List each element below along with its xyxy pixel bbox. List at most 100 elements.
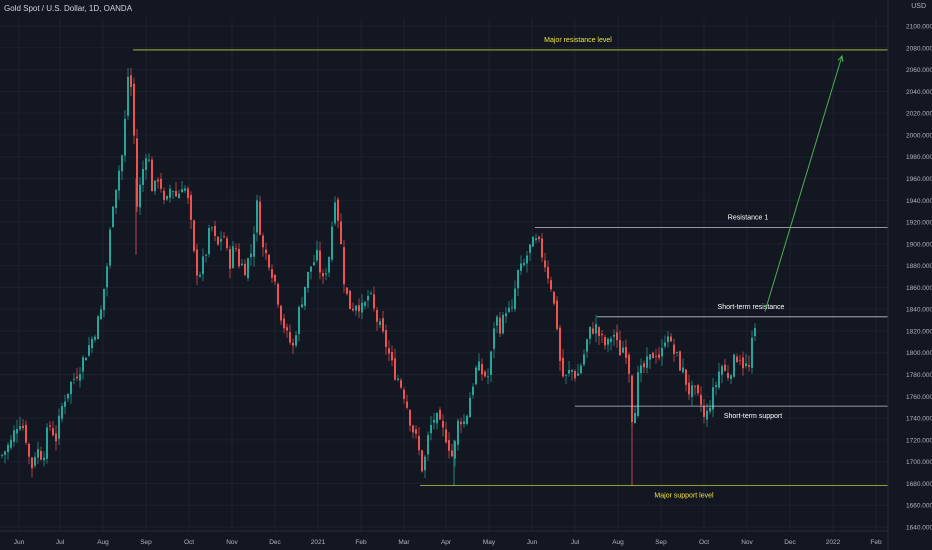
price-axis[interactable]: 1640.000 1660.000 1680.000 1700.000 1720.000…: [906, 24, 932, 532]
candle-body: [646, 356, 648, 368]
y-tick-label: 2080.000: [906, 45, 932, 52]
candle-body: [94, 336, 96, 340]
x-tick-label: 2021: [311, 539, 326, 546]
candle-body: [454, 441, 456, 459]
candle-body: [187, 188, 189, 198]
candle-body: [259, 201, 261, 235]
candle-body: [88, 345, 90, 356]
y-tick-label: 1920.000: [906, 220, 932, 227]
candle-body: [538, 236, 540, 240]
y-tick-label: 1840.000: [906, 307, 932, 314]
candle-body: [211, 227, 213, 229]
candle-body: [544, 260, 546, 268]
candle-body: [136, 138, 138, 207]
y-tick-label: 1780.000: [906, 372, 932, 379]
candle-body: [739, 359, 741, 361]
candle-body: [109, 229, 111, 266]
x-tick-label: Oct: [184, 539, 194, 546]
candle-body: [355, 305, 357, 311]
y-tick-label: 2000.000: [906, 132, 932, 139]
candle-body: [418, 436, 420, 451]
candle-body: [220, 238, 222, 242]
candle-body: [733, 354, 735, 377]
candle-body: [439, 409, 441, 420]
candle-body: [505, 313, 507, 317]
y-tick-label: 2020.000: [906, 111, 932, 118]
candle-body: [682, 367, 684, 373]
candle-body: [337, 199, 339, 221]
x-tick-label: Sep: [655, 539, 667, 546]
candle-body: [43, 457, 45, 461]
y-tick-label: 1860.000: [906, 285, 932, 292]
candle-body: [379, 321, 381, 326]
candle-body: [250, 253, 252, 258]
y-tick-label: 1680.000: [906, 481, 932, 488]
candle-body: [178, 193, 180, 199]
candle-body: [133, 83, 135, 136]
candle-body: [346, 287, 348, 294]
candle-body: [142, 169, 144, 185]
candles: [1, 67, 756, 486]
candle-body: [718, 371, 720, 388]
level-label: Major support level: [654, 493, 714, 500]
candle-body: [106, 266, 108, 288]
candle-body: [634, 413, 636, 424]
candle-body: [556, 300, 558, 329]
candle-body: [601, 333, 603, 336]
x-tick-label: Mar: [398, 539, 410, 546]
candle-body: [613, 334, 615, 337]
candle-body: [130, 75, 132, 88]
candle-body: [1, 454, 3, 456]
candle-body: [493, 328, 495, 349]
candle-body: [232, 246, 234, 269]
level-label: Short-term resistance: [718, 304, 785, 311]
candle-body: [58, 415, 60, 439]
candle-body: [262, 235, 264, 248]
candle-body: [715, 385, 717, 387]
candle-body: [157, 179, 159, 182]
candle-body: [616, 332, 618, 341]
candle-body: [274, 274, 276, 282]
candle-body: [484, 371, 486, 377]
currency-label: USD: [911, 3, 926, 10]
candle-body: [97, 316, 99, 340]
candle-body: [214, 225, 216, 236]
candle-body: [205, 254, 207, 256]
candle-body: [316, 249, 318, 261]
candle-body: [736, 356, 738, 363]
candle-body: [535, 238, 537, 241]
candle-body: [655, 356, 657, 358]
candle-body: [667, 336, 669, 343]
candle-body: [727, 372, 729, 378]
projection-arrow: [764, 54, 844, 312]
candle-body: [604, 337, 606, 346]
candle-body: [568, 369, 570, 374]
candle-body: [40, 450, 42, 460]
candle-body: [520, 263, 522, 271]
candle-body: [322, 273, 324, 277]
level-label: Resistance 1: [728, 214, 769, 221]
candle-body: [172, 191, 174, 193]
x-tick-label: 2022: [826, 539, 841, 546]
time-axis[interactable]: Jun Jul Aug Sep Oct Nov Dec 2021 Feb Mar Apr May Jun…: [14, 539, 882, 546]
candle-body: [628, 354, 630, 374]
candle-body: [529, 244, 531, 253]
candle-body: [481, 364, 483, 375]
y-tick-label: 1980.000: [906, 154, 932, 161]
y-tick-label: 1880.000: [906, 263, 932, 270]
candle-body: [358, 305, 360, 312]
candle-body: [307, 271, 309, 288]
y-tick-label: 1660.000: [906, 503, 932, 510]
candle-body: [268, 254, 270, 268]
candle-body: [610, 338, 612, 342]
candle-body: [91, 338, 93, 349]
candle-body: [289, 332, 291, 343]
candle-body: [166, 196, 168, 200]
candle-body: [742, 357, 744, 369]
candle-body: [46, 427, 48, 459]
candle-body: [217, 236, 219, 245]
candle-body: [370, 292, 372, 294]
candle-body: [751, 337, 753, 368]
candle-body: [694, 385, 696, 387]
